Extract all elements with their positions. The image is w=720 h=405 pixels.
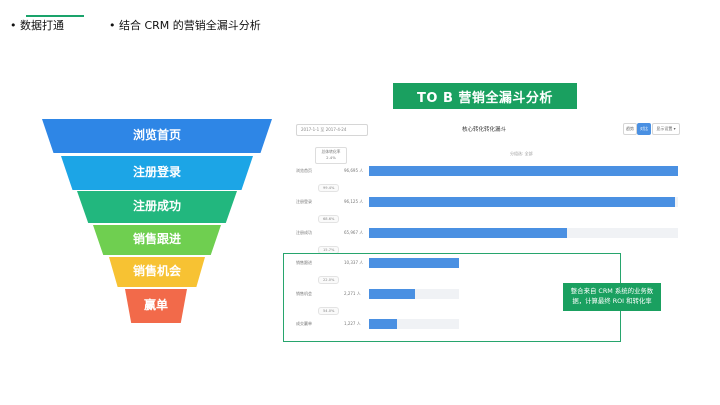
group-filter-label: 分组选: 全部 xyxy=(510,151,533,156)
funnel-row-value: 96,125 人 xyxy=(344,199,364,204)
funnel-row-label: 注册登录 xyxy=(296,199,312,204)
crm-callout: 整合来自 CRM 系统的业务数 据，计算最终 ROI 和转化率 xyxy=(563,283,661,311)
funnel-stage-label: 注册登录 xyxy=(132,164,181,179)
funnel-row-bar-track xyxy=(369,228,678,238)
funnel-stage-label: 销售机会 xyxy=(132,263,181,278)
funnel-stage-label: 销售跟进 xyxy=(132,231,181,246)
funnel-row-bar xyxy=(369,197,675,207)
conversion-label: 总体转化率 xyxy=(321,149,341,154)
nav-item-crm-funnel[interactable]: • 结合 CRM 的营销全漏斗分析 xyxy=(109,19,261,32)
funnel-row-value: 10,337 人 xyxy=(344,260,364,265)
compare-button[interactable]: 对比 xyxy=(637,123,651,135)
callout-line-1: 整合来自 CRM 系统的业务数 xyxy=(570,287,654,295)
section-title: TO B 营销全漏斗分析 xyxy=(393,83,577,109)
nav-item-data-integration[interactable]: • 数据打通 xyxy=(10,19,64,32)
funnel-stage-2: 注册登录 xyxy=(61,156,253,190)
funnel-stage-4: 销售跟进 xyxy=(93,225,221,255)
dashboard-title: 核心转化转化漏斗 xyxy=(462,127,507,133)
funnel-row-bar xyxy=(369,228,567,238)
funnel-row-bar xyxy=(369,258,459,268)
funnel-stage-label: 注册成功 xyxy=(132,198,181,213)
callout-line-2: 据，计算最终 ROI 和转化率 xyxy=(572,297,652,305)
funnel-row-bar xyxy=(369,319,397,329)
funnel-row-value: 65,967 人 xyxy=(344,230,364,235)
funnel-row-label: 注册成功 xyxy=(296,230,312,235)
funnel-stage-6: 赢单 xyxy=(125,289,187,323)
funnel-row-bar-track xyxy=(369,197,678,207)
funnel-row-bar-track xyxy=(369,258,459,268)
step-conversion-rate: 68.6% xyxy=(318,215,340,223)
display-settings-button[interactable]: 显示设置 ▾ xyxy=(652,123,680,135)
active-nav-underline xyxy=(26,15,84,17)
funnel-stage-label: 浏览首页 xyxy=(132,127,181,142)
date-range-picker[interactable]: 2017-1-1 至 2017-4-24 xyxy=(296,124,368,136)
funnel-row-bar-track xyxy=(369,289,459,299)
funnel-row-value: 96,695 人 xyxy=(344,168,364,173)
conversion-value: 2.4% xyxy=(326,155,336,160)
funnel-stage-label: 赢单 xyxy=(143,297,168,312)
funnel-row-bar-track xyxy=(369,319,459,329)
funnel-row-bar xyxy=(369,289,415,299)
funnel-row-label: 成交赢单 xyxy=(296,321,312,326)
step-conversion-rate: 22.0% xyxy=(318,276,340,284)
funnel-row-bar-track xyxy=(369,166,678,176)
funnel-stage-1: 浏览首页 xyxy=(42,119,272,153)
overall-conversion-badge: 总体转化率 2.4% xyxy=(315,147,347,164)
step-conversion-rate: 99.4% xyxy=(318,184,340,192)
funnel-row-label: 销售机会 xyxy=(296,291,312,296)
funnel-stage-5: 销售机会 xyxy=(109,257,205,287)
funnel-row-value: 2,271 人 xyxy=(344,291,361,296)
funnel-row-label: 浏览首页 xyxy=(296,168,312,173)
funnel-row-bar xyxy=(369,166,678,176)
funnel-row-label: 销售跟进 xyxy=(296,260,312,265)
funnel-row-value: 1,227 人 xyxy=(344,321,361,326)
step-conversion-rate: 54.0% xyxy=(318,307,340,315)
funnel-stage-3: 注册成功 xyxy=(77,191,237,223)
trend-button[interactable]: 趋势 xyxy=(623,123,637,135)
